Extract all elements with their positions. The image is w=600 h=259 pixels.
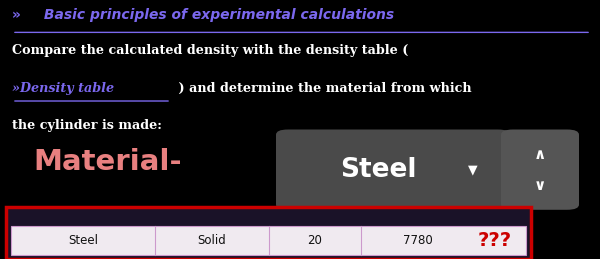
Text: Steel: Steel — [340, 157, 416, 183]
Bar — [6, 207, 531, 259]
Text: Compare the calculated density with the density table (: Compare the calculated density with the … — [12, 44, 409, 57]
FancyBboxPatch shape — [276, 130, 510, 210]
Bar — [11, 226, 526, 255]
Text: Solid: Solid — [197, 234, 226, 247]
Text: »: » — [12, 8, 21, 22]
Text: 20: 20 — [307, 234, 322, 247]
Text: »Density table: »Density table — [12, 82, 114, 95]
Text: 7780: 7780 — [403, 234, 433, 247]
Text: ▼: ▼ — [468, 163, 478, 176]
FancyBboxPatch shape — [501, 130, 579, 210]
Text: ∧: ∧ — [534, 147, 546, 162]
Text: ???: ??? — [478, 231, 512, 250]
Text: the cylinder is made:: the cylinder is made: — [12, 119, 162, 132]
Text: Material-: Material- — [33, 148, 182, 176]
Text: ) and determine the material from which: ) and determine the material from which — [174, 82, 472, 95]
Text: Basic principles of experimental calculations: Basic principles of experimental calcula… — [39, 8, 394, 22]
Text: Steel: Steel — [68, 234, 98, 247]
Text: ∨: ∨ — [534, 177, 546, 192]
